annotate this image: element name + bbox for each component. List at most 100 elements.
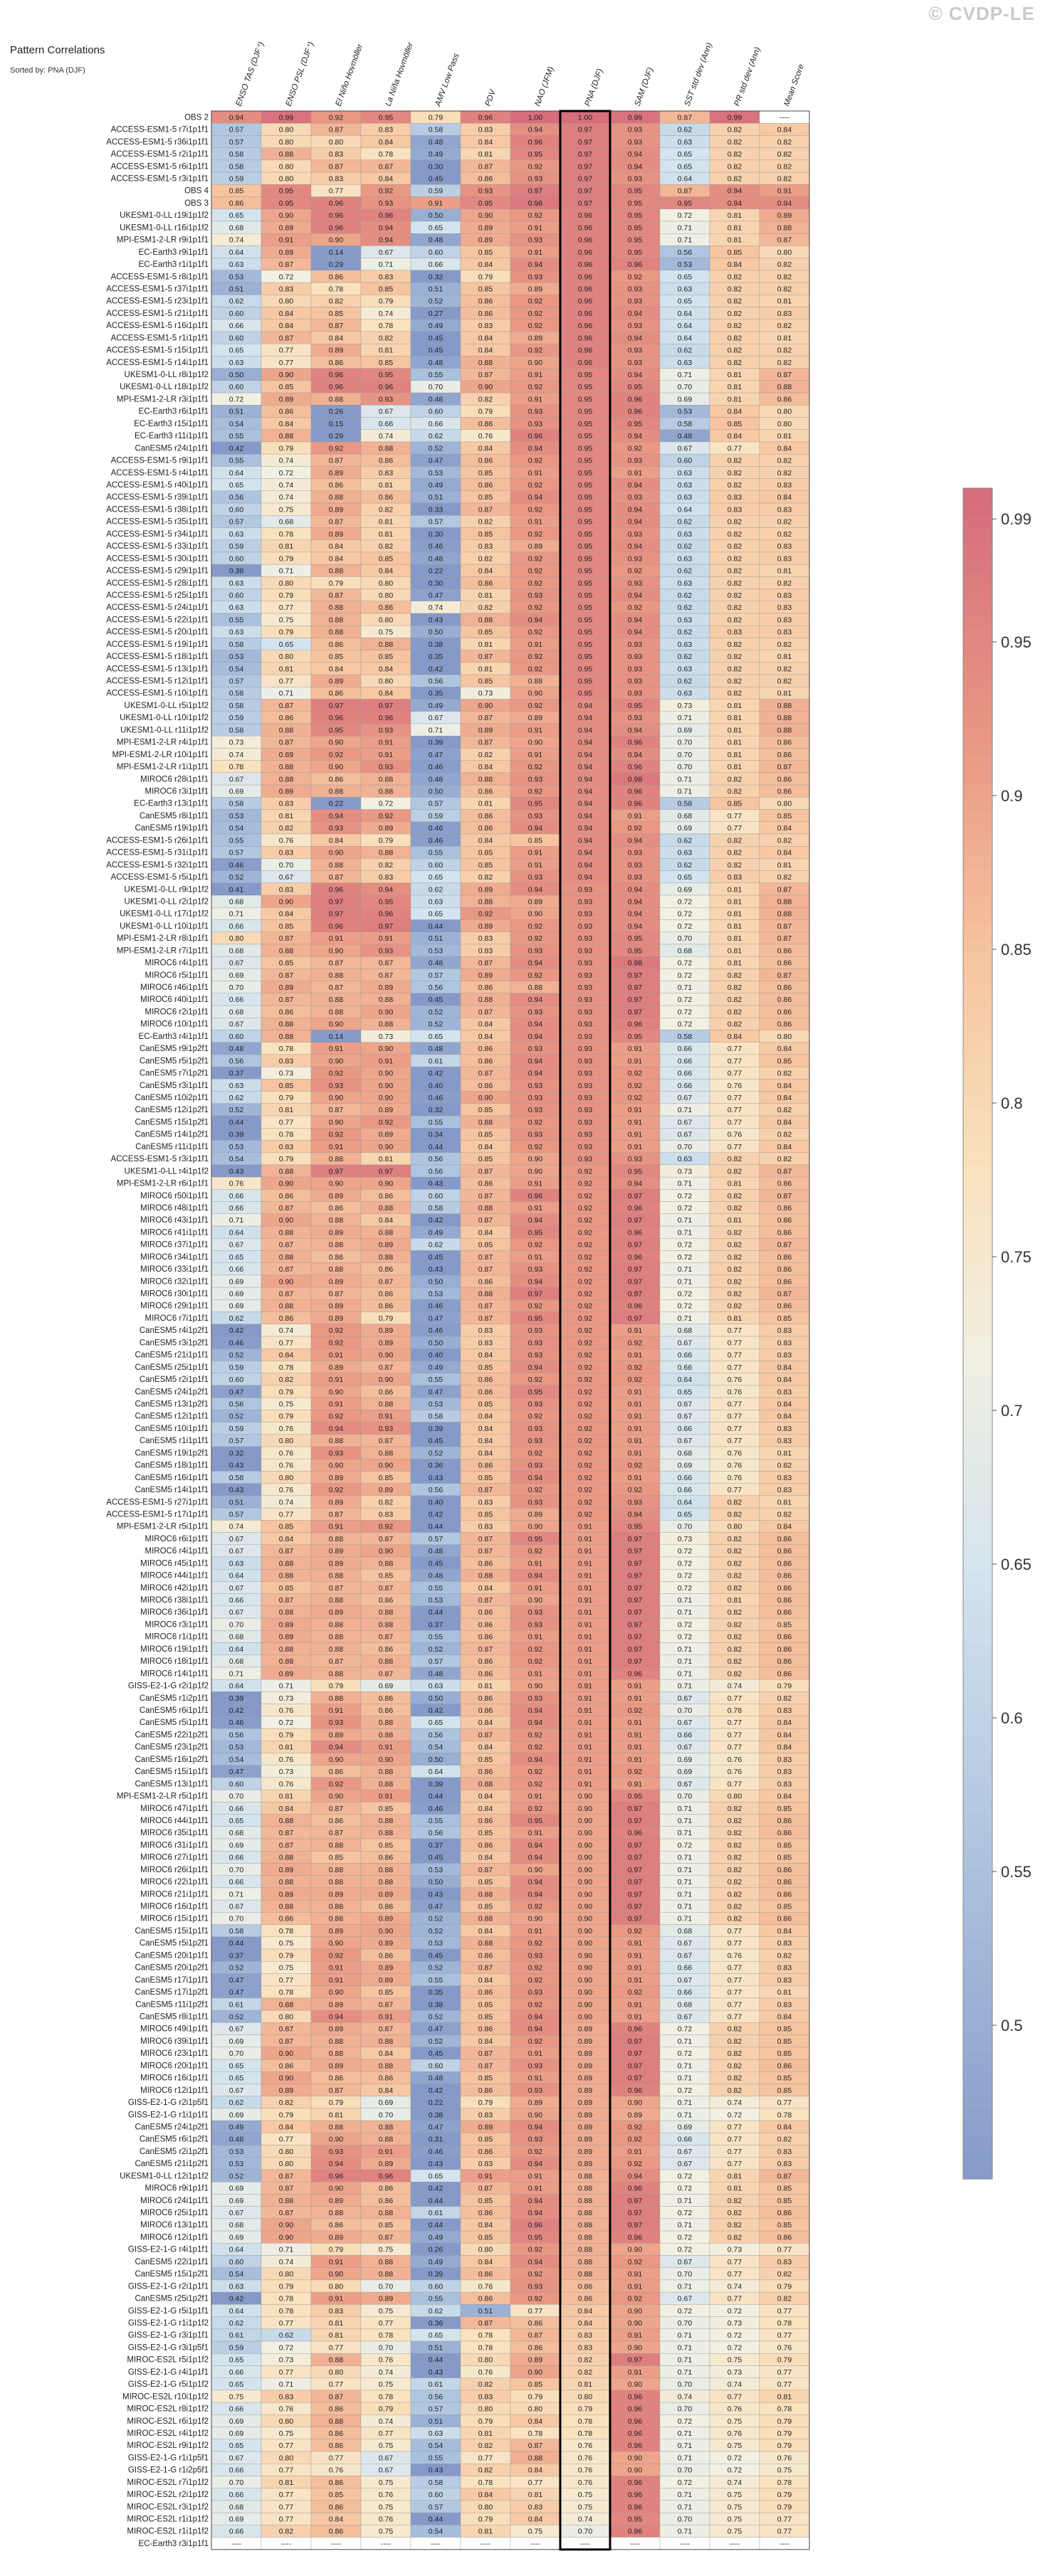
cell-value: 0.44 — [429, 2356, 443, 2365]
cell-value: 0.97 — [628, 983, 643, 992]
cell-value: 0.86 — [329, 2221, 344, 2229]
cell-value: 0.95 — [528, 1535, 543, 1543]
cell-value: 0.94 — [628, 542, 643, 551]
cell-value: 0.84 — [279, 322, 294, 330]
cell-value: 0.97 — [628, 1008, 643, 1016]
cell-value: 0.89 — [329, 1474, 344, 1482]
cell-value: 0.76 — [578, 2454, 593, 2462]
row-label: MIROC6 r19i1p1f1 — [140, 1645, 209, 1654]
cell-value: 0.83 — [279, 885, 294, 894]
cell-value: 0.88 — [379, 444, 394, 453]
cell-value: 0.94 — [628, 910, 643, 919]
cell-value: 0.84 — [478, 1413, 493, 1421]
cell-value: 0.91 — [628, 1057, 643, 1065]
cell-value: 0.93 — [528, 1094, 543, 1102]
cell-value: 0.55 — [429, 2295, 443, 2303]
cell-value: 0.89 — [279, 1890, 294, 1899]
cell-value: 0.93 — [528, 775, 543, 783]
cell-value: 0.87 — [777, 236, 792, 245]
cell-value: 0.90 — [279, 371, 294, 379]
row-label: MIROC6 r13i1p1f1 — [140, 2221, 209, 2229]
cell-value: 0.77 — [777, 2528, 792, 2536]
cell-value: 0.97 — [628, 1535, 643, 1543]
cell-value: 0.26 — [329, 408, 344, 416]
cell-value: 0.87 — [777, 934, 792, 943]
cell-value: 0.95 — [628, 211, 643, 220]
cell-value: 0.52 — [229, 1413, 244, 1421]
row-label: UKESM1-0-LL r12i1p1f2 — [120, 2172, 209, 2180]
cell-value: 0.65 — [429, 1719, 443, 1727]
row-label: MPI-ESM1-2-LR r7i1p1f1 — [117, 946, 209, 955]
cell-value: 0.79 — [478, 408, 493, 416]
cell-value: 0.39 — [429, 2270, 443, 2279]
cell-value: 0.97 — [628, 1645, 643, 1654]
row-label: MIROC-ES2L r1i1p1f2 — [127, 2516, 209, 2524]
cell-value: 0.94 — [628, 922, 643, 931]
cell-value: 0.91 — [628, 1413, 643, 1421]
cell-value: 0.97 — [578, 138, 593, 147]
column-header: La Niña Hovmöller — [384, 41, 416, 107]
cell-value: 0.26 — [429, 2246, 443, 2254]
cell-value: 0.85 — [478, 1155, 493, 1163]
cell-value: 0.88 — [329, 1265, 344, 1274]
cell-value: 0.72 — [229, 395, 244, 403]
row-label: MIROC-ES2L r4i1p1f2 — [127, 2429, 209, 2438]
cell-value: 0.88 — [279, 1228, 294, 1237]
cell-value: 0.55 — [429, 1976, 443, 1985]
cell-value: 0.87 — [279, 1841, 294, 1849]
cell-value: 0.94 — [578, 873, 593, 882]
cell-value: 0.79 — [329, 1682, 344, 1691]
cell-value: 0.85 — [478, 1400, 493, 1408]
cell-value: 0.93 — [628, 849, 643, 857]
cell-value: 0.57 — [429, 2503, 443, 2511]
cell-value: 0.89 — [329, 2062, 344, 2070]
cell-value: 0.93 — [628, 285, 643, 293]
row-label: EC-Earth3 r11i1p1f1 — [135, 432, 209, 440]
cell-value: 0.46 — [229, 1339, 244, 1347]
cell-value: 0.93 — [628, 714, 643, 722]
row-label: OBS 2 — [184, 113, 209, 122]
cell-value: 0.65 — [678, 150, 693, 159]
cell-value: 0.82 — [578, 2356, 593, 2365]
cell-value: 0.82 — [478, 603, 493, 612]
cell-value: 0.69 — [379, 2099, 394, 2107]
cell-value: 0.37 — [429, 1620, 443, 1629]
cell-value: 0.88 — [279, 1302, 294, 1311]
cell-value: 0.54 — [229, 1756, 244, 1764]
cell-value: 0.92 — [578, 1253, 593, 1262]
cell-value: 0.86 — [379, 2197, 394, 2205]
cell-value: 0.65 — [678, 1388, 693, 1396]
cell-value: 0.15 — [329, 420, 344, 428]
cell-value: 0.84 — [728, 1033, 742, 1041]
cell-value: 0.62 — [429, 885, 443, 894]
cell-value: 0.76 — [728, 1474, 742, 1482]
cell-value: 0.93 — [578, 1070, 593, 1078]
cell-value: 0.85 — [728, 248, 742, 257]
cell-value: 0.92 — [578, 1277, 593, 1286]
cell-value: 0.96 — [628, 2025, 643, 2034]
cell-value: 0.94 — [329, 1425, 344, 1433]
row-label: ACCESS-ESM1-5 r12i1p1f1 — [106, 677, 209, 686]
cell-value: 0.86 — [478, 1559, 493, 1568]
cell-value: 0.95 — [628, 946, 643, 955]
cell-value: 0.96 — [628, 2479, 643, 2487]
cell-value: 0.72 — [728, 2466, 742, 2475]
cell-value: 0.60 — [429, 861, 443, 870]
cell-value: 0.92 — [528, 2148, 543, 2156]
cell-value: 0.88 — [379, 1719, 394, 1727]
row-label: MIROC6 r45i1p1f1 — [140, 1559, 209, 1568]
cell-value: 0.83 — [777, 1425, 792, 1433]
cell-value: 0.96 — [578, 334, 593, 342]
cell-value: 0.82 — [728, 2209, 742, 2217]
cell-value: 0.93 — [528, 1425, 543, 1433]
cell-value: 0.46 — [429, 1094, 443, 1102]
cell-value: 0.62 — [678, 542, 693, 551]
cell-value: 0.84 — [478, 836, 493, 845]
row-label: GISS-E2-1-G r5i1p1f2 — [128, 2380, 209, 2389]
cell-value: 0.49 — [429, 150, 443, 159]
cell-value: 0.74 — [429, 603, 443, 612]
cell-value: 0.82 — [279, 1376, 294, 1384]
cell-value: 0.85 — [478, 285, 493, 293]
cell-value: 0.82 — [728, 1204, 742, 1213]
cell-value: 0.79 — [429, 113, 443, 122]
